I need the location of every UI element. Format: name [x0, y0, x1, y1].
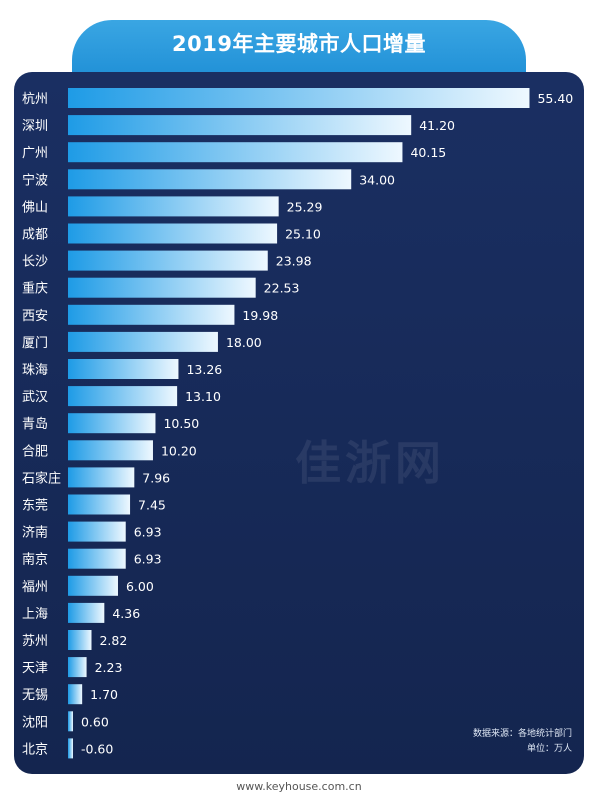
bar [68, 657, 87, 678]
bar [68, 602, 105, 623]
category-label: 成都 [22, 228, 48, 243]
bar [68, 359, 179, 379]
category-label: 宁波 [22, 172, 48, 188]
category-label: 佛山 [22, 200, 48, 215]
value-label: 7.96 [142, 470, 170, 485]
value-label: 34.00 [359, 172, 395, 187]
bar [68, 521, 126, 542]
category-label: 珠海 [22, 363, 48, 378]
bar [68, 575, 118, 596]
value-label: 18.00 [226, 335, 262, 350]
bar [68, 738, 73, 759]
chart-title: 2019年主要城市人口增量 [172, 32, 426, 56]
bar [68, 413, 156, 434]
bar [68, 142, 403, 163]
category-label: 上海 [22, 607, 48, 622]
bar [68, 386, 178, 407]
value-label: 1.70 [90, 687, 118, 702]
category-label: 厦门 [22, 336, 48, 351]
bar [68, 548, 126, 569]
value-label: 22.53 [264, 281, 300, 296]
bar [68, 711, 73, 732]
bar [68, 630, 92, 650]
value-label: 40.15 [410, 145, 446, 160]
bar [68, 88, 530, 108]
category-label: 深圳 [22, 119, 48, 134]
value-label: 10.20 [161, 443, 197, 458]
bar [68, 494, 131, 515]
bar [68, 169, 352, 190]
value-label: 55.40 [537, 91, 573, 106]
category-label: 青岛 [22, 416, 48, 432]
category-label: 南京 [22, 552, 48, 568]
category-label: 武汉 [22, 390, 48, 405]
value-label: 41.20 [419, 118, 455, 133]
category-label: 长沙 [22, 255, 48, 270]
bar [68, 331, 218, 352]
unit-note: 单位：万人 [526, 744, 572, 754]
value-label: 25.29 [287, 199, 323, 214]
value-label: 19.98 [242, 308, 278, 323]
value-label: 4.36 [112, 606, 140, 621]
value-label: 6.00 [126, 579, 154, 594]
bar [68, 304, 235, 325]
bar [68, 115, 412, 136]
category-label: 济南 [22, 525, 48, 541]
bar [68, 250, 268, 271]
value-label: 13.26 [186, 362, 222, 377]
category-label: 石家庄 [22, 470, 61, 486]
category-label: 杭州 [22, 92, 48, 107]
category-label: 福州 [22, 580, 48, 595]
category-label: 重庆 [22, 281, 48, 297]
value-label: 6.93 [134, 525, 162, 540]
category-label: 沈阳 [22, 715, 48, 730]
value-label: 2.82 [99, 633, 127, 648]
category-label: 北京 [22, 742, 48, 757]
value-label: 10.50 [163, 416, 199, 431]
value-label: 23.98 [276, 254, 312, 269]
value-label: 2.23 [95, 660, 123, 675]
value-label: 6.93 [134, 552, 162, 567]
value-label: 7.45 [138, 498, 166, 513]
category-label: 苏州 [22, 633, 48, 649]
value-label: 25.10 [285, 227, 321, 242]
bar-chart: 杭州 55.40 深圳 41.20 广州 40.15 宁波 34.00 佛山 25.29 成都 25.… [22, 88, 573, 759]
bar [68, 467, 135, 488]
category-label: 合肥 [22, 444, 48, 459]
value-label: 13.10 [185, 389, 221, 404]
bar [68, 277, 256, 298]
title-tab [72, 20, 526, 80]
category-label: 天津 [22, 661, 48, 676]
value-label: 0.60 [81, 714, 109, 729]
category-label: 广州 [22, 146, 48, 161]
bar [68, 440, 153, 461]
bar [68, 223, 278, 244]
category-label: 西安 [22, 309, 48, 324]
category-label: 无锡 [22, 688, 48, 703]
footer-url: www.keyhouse.com.cn [236, 780, 362, 793]
value-label: -0.60 [81, 741, 113, 756]
source-note: 数据来源：各地统计部门 [472, 729, 572, 739]
category-label: 东莞 [22, 499, 48, 514]
bar [68, 196, 279, 217]
bar [68, 684, 83, 705]
watermark: 佳浙网 [295, 436, 445, 490]
